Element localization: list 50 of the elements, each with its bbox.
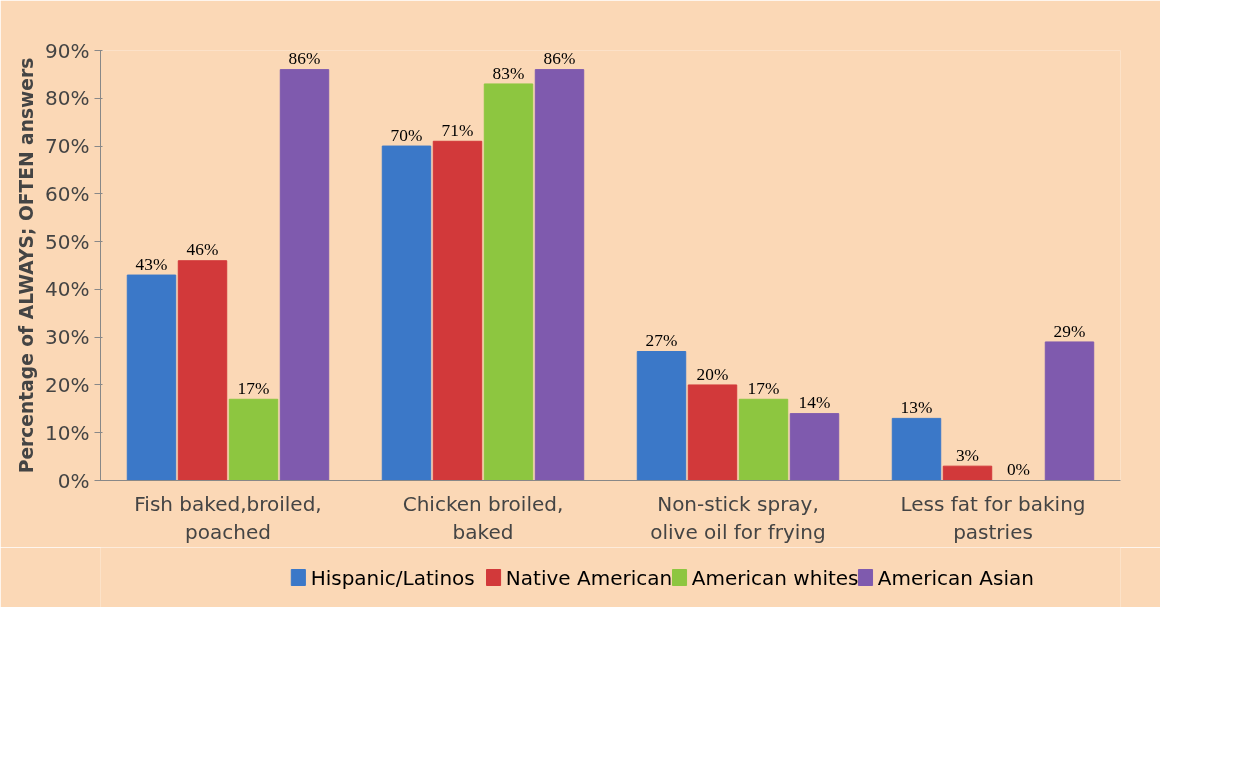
data-label: 17% <box>237 378 270 398</box>
legend-label: American Asian <box>877 565 1034 590</box>
bar <box>279 69 330 481</box>
data-label: 3% <box>955 445 980 465</box>
bar <box>1044 341 1095 481</box>
data-label: 86% <box>543 49 576 69</box>
y-tick-label: 70% <box>45 134 90 159</box>
y-tick-label: 80% <box>45 86 90 111</box>
data-label: 0% <box>1006 460 1031 480</box>
bar <box>534 69 585 481</box>
y-tick-label: 0% <box>57 468 90 493</box>
data-label: 20% <box>696 364 729 384</box>
legend-label: Native American <box>505 565 673 590</box>
bar <box>738 398 789 481</box>
x-tick-label: Less fat for baking pastries <box>900 491 1086 545</box>
data-label: 70% <box>390 125 423 145</box>
y-tick-label: 10% <box>45 420 90 445</box>
x-tick-label: Chicken broiled, baked <box>402 491 564 545</box>
bar <box>228 398 279 481</box>
data-label: 29% <box>1053 321 1086 341</box>
data-label: 46% <box>186 240 219 260</box>
legend-label: American whites <box>691 565 859 590</box>
data-label: 71% <box>441 120 474 140</box>
bar <box>381 145 432 481</box>
bar <box>483 83 534 481</box>
data-label: 13% <box>900 397 933 417</box>
data-label: 43% <box>135 254 168 274</box>
y-tick-label: 60% <box>45 181 90 206</box>
data-label: 14% <box>798 393 831 413</box>
y-tick-label: 90% <box>45 38 90 63</box>
data-label: 83% <box>492 63 525 83</box>
bar <box>891 417 942 481</box>
data-label: 27% <box>645 331 678 351</box>
bar <box>177 260 228 481</box>
y-tick-label: 50% <box>45 229 90 254</box>
y-tick-label: 20% <box>45 372 90 397</box>
bar <box>687 384 738 481</box>
y-tick-label: 40% <box>45 277 90 302</box>
data-label: 86% <box>288 49 321 69</box>
bar <box>432 140 483 481</box>
x-tick-label: Fish baked,broiled, poached <box>134 491 322 545</box>
y-axis-title: Percentage of ALWAYS; OFTEN answers <box>16 57 38 474</box>
bar <box>126 274 177 481</box>
legend-label: Hispanic/Latinos <box>310 565 475 590</box>
bar <box>942 465 993 481</box>
y-tick-label: 30% <box>45 325 90 350</box>
bar <box>789 413 840 481</box>
x-tick-label: Non-stick spray, olive oil for frying <box>650 491 826 545</box>
data-label: 17% <box>747 378 780 398</box>
bar <box>636 351 687 481</box>
